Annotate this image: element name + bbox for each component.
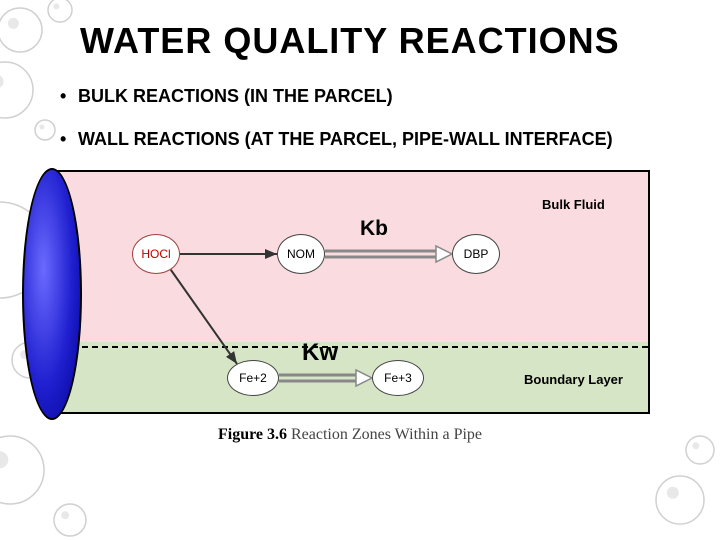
figure: HOClNOMDBPFe+2Fe+3KbKwBulk FluidBoundary… <box>50 170 670 470</box>
figure-caption: Figure 3.6 Reaction Zones Within a Pipe <box>50 426 650 444</box>
kw-label: Kw <box>302 339 338 367</box>
kb-label: Kb <box>360 217 388 241</box>
caption-number: Figure 3.6 <box>218 426 287 443</box>
bullet-item: BULK REACTIONS (IN THE PARCEL) <box>60 84 670 109</box>
page-title: WATER QUALITY REACTIONS <box>80 20 670 62</box>
bullet-item: WALL REACTIONS (AT THE PARCEL, PIPE-WALL… <box>60 127 670 152</box>
caption-text: Reaction Zones Within a Pipe <box>287 426 482 443</box>
bullet-list: BULK REACTIONS (IN THE PARCEL) WALL REAC… <box>60 84 670 152</box>
bulk-fluid-label: Bulk Fluid <box>542 197 605 212</box>
reaction-diagram: HOClNOMDBPFe+2Fe+3KbKwBulk FluidBoundary… <box>50 170 650 414</box>
pipe-cross-section <box>22 168 82 420</box>
boundary-layer-label: Boundary Layer <box>524 372 623 387</box>
